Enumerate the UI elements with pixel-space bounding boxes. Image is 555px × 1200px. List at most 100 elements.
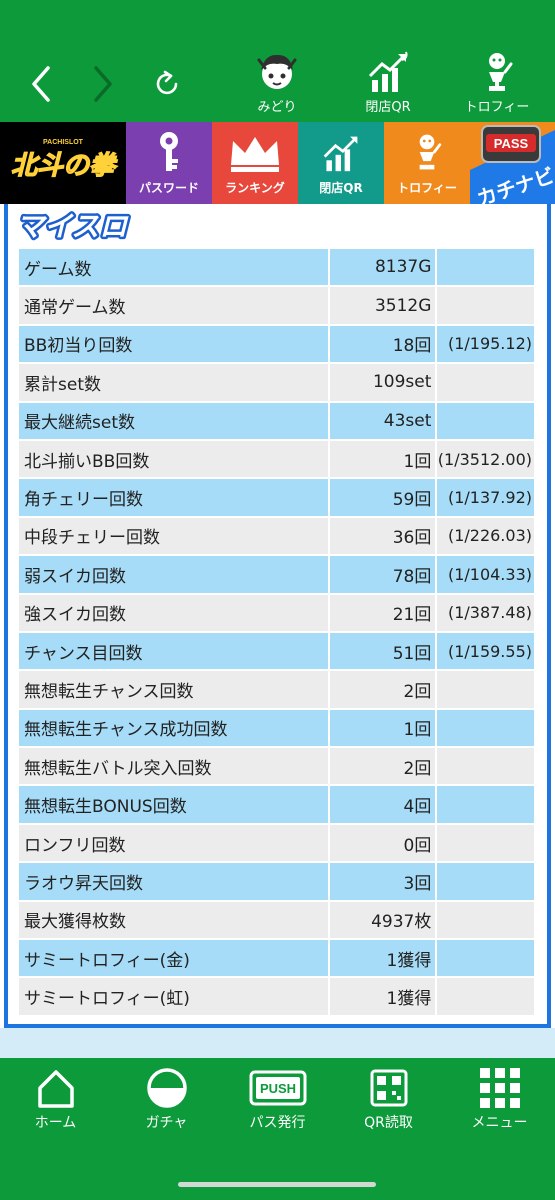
table-row: 通常ゲーム数 3512G <box>18 286 535 324</box>
nav-app-midori[interactable]: みどり <box>227 50 327 120</box>
chevron-left-icon <box>32 66 50 102</box>
table-row: 無想転生バトル突入回数 2回 <box>18 747 535 785</box>
banner-ranking[interactable]: ランキング <box>212 122 298 204</box>
chart-up-icon <box>368 51 408 92</box>
stat-value: 36回 <box>329 517 436 555</box>
stat-value: 21回 <box>329 594 436 631</box>
back-button[interactable] <box>18 46 64 122</box>
stat-ratio <box>437 748 534 785</box>
stat-label: BB初当り回数 <box>19 325 328 363</box>
banner-kachinavi[interactable]: PASS カチナビ <box>470 122 555 204</box>
character-face-icon <box>257 54 297 89</box>
stat-value: 1獲得 <box>329 940 436 977</box>
stat-label: 北斗揃いBB回数 <box>19 440 328 478</box>
stats-panel: マイスロ ゲーム数 8137G 通常ゲーム数 3512G BB初当り回数 18回 (1/19… <box>4 204 551 1028</box>
banner-password[interactable]: パスワード <box>126 122 212 204</box>
table-row: 無想転生チャンス成功回数 1回 <box>18 709 535 747</box>
stat-value: 78回 <box>329 556 436 593</box>
qr-code-icon <box>370 1069 407 1107</box>
stat-label: 通常ゲーム数 <box>19 287 328 324</box>
stat-ratio <box>437 402 534 439</box>
nav-app-trophy[interactable]: トロフィー <box>447 50 547 120</box>
stat-label: 無想転生BONUS回数 <box>19 786 328 823</box>
bottom-nav-label: QR読取 <box>364 1115 413 1131</box>
grid-menu-icon <box>479 1068 520 1108</box>
stat-ratio: (1/3512.00) <box>437 440 534 478</box>
table-row: 無想転生BONUS回数 4回 <box>18 785 535 823</box>
table-row: ラオウ昇天回数 3回 <box>18 862 535 900</box>
bottom-nav-home[interactable]: ホーム <box>0 1066 111 1138</box>
content-divider <box>0 1028 555 1058</box>
stat-value: 109set <box>329 364 436 401</box>
banner-trophy[interactable]: トロフィー <box>384 122 470 204</box>
trophy-figure-icon <box>489 53 513 91</box>
gacha-icon <box>146 1068 187 1108</box>
bottom-nav-menu[interactable]: メニュー <box>444 1066 555 1138</box>
stat-label: 弱スイカ回数 <box>19 556 328 593</box>
banner-closing-qr[interactable]: 閉店QR <box>298 122 384 204</box>
stat-ratio <box>437 364 534 401</box>
push-pass-icon: PUSH <box>249 1070 306 1106</box>
bottom-nav-label: パス発行 <box>249 1115 306 1131</box>
logo-subtitle: PACHISLOT <box>43 139 84 146</box>
table-row: サミートロフィー(金) 1獲得 <box>18 939 535 977</box>
logo-text: マイスロ <box>16 210 129 243</box>
bottom-nav-label: ホーム <box>34 1115 77 1131</box>
logo-title: 北斗の拳 <box>11 151 118 181</box>
stat-value: 1回 <box>329 440 436 478</box>
stat-label: 中段チェリー回数 <box>19 517 328 555</box>
bottom-nav-qr-scan[interactable]: QR読取 <box>333 1066 444 1138</box>
stat-value: 2回 <box>329 671 436 708</box>
bottom-nav-gacha[interactable]: ガチャ <box>111 1066 222 1138</box>
bottom-nav-pass-issue[interactable]: PUSH パス発行 <box>222 1066 333 1138</box>
stat-value: 3512G <box>329 287 436 324</box>
banner-hokuto-no-ken[interactable]: PACHISLOT 北斗の拳 <box>0 122 126 204</box>
table-row: 無想転生チャンス回数 2回 <box>18 670 535 708</box>
stat-label: ロンフリ回数 <box>19 824 328 862</box>
home-icon <box>37 1070 74 1108</box>
table-row: 最大継続set数 43set <box>18 402 535 440</box>
top-navigation-bar: みどり 閉店QR トロフィー <box>0 46 555 122</box>
banner-label: 閉店QR <box>319 181 363 195</box>
stat-label: 強スイカ回数 <box>19 594 328 631</box>
banner-label: ランキング <box>225 181 285 195</box>
stat-label: 最大継続set数 <box>19 402 328 439</box>
stats-table: ゲーム数 8137G 通常ゲーム数 3512G BB初当り回数 18回 (1/195.12)… <box>18 248 535 1016</box>
table-row: 中段チェリー回数 36回 (1/226.03) <box>18 517 535 555</box>
stat-label: ラオウ昇天回数 <box>19 863 328 900</box>
table-row: BB初当り回数 18回 (1/195.12) <box>18 325 535 363</box>
nav-app-label: みどり <box>257 100 297 115</box>
banner-label: パスワード <box>138 181 199 195</box>
stat-ratio: (1/137.92) <box>437 479 534 516</box>
chart-up-icon <box>323 136 358 172</box>
stat-label: サミートロフィー(金) <box>19 940 328 977</box>
chevron-right-icon <box>94 66 112 102</box>
stat-ratio <box>437 863 534 900</box>
key-icon <box>160 132 178 171</box>
stat-ratio <box>437 249 534 286</box>
stat-ratio <box>437 978 534 1015</box>
crown-icon <box>231 137 279 172</box>
bottom-nav-label: ガチャ <box>145 1115 188 1131</box>
stat-label: サミートロフィー(虹) <box>19 978 328 1015</box>
table-row: ゲーム数 8137G <box>18 248 535 286</box>
table-row: 強スイカ回数 21回 (1/387.48) <box>18 594 535 632</box>
home-indicator <box>178 1182 376 1187</box>
forward-button[interactable] <box>80 46 126 122</box>
stat-value: 59回 <box>329 479 436 516</box>
stat-value: 0回 <box>329 824 436 862</box>
stat-ratio: (1/159.55) <box>437 632 534 670</box>
trophy-figure-icon <box>419 134 442 170</box>
mysuro-logo: マイスロ <box>14 208 132 245</box>
hokuto-no-ken-logo: PACHISLOT 北斗の拳 <box>10 139 118 182</box>
reload-button[interactable] <box>144 46 190 122</box>
table-row: 累計set数 109set <box>18 363 535 401</box>
table-row: サミートロフィー(虹) 1獲得 <box>18 977 535 1015</box>
nav-app-closing-qr[interactable]: 閉店QR <box>338 50 438 120</box>
stat-label: 無想転生チャンス成功回数 <box>19 709 328 747</box>
stat-label: 累計set数 <box>19 364 328 401</box>
stat-label: ゲーム数 <box>19 249 328 286</box>
stat-value: 4937枚 <box>329 901 436 939</box>
stat-value: 1獲得 <box>329 978 436 1015</box>
stat-label: 無想転生バトル突入回数 <box>19 748 328 785</box>
